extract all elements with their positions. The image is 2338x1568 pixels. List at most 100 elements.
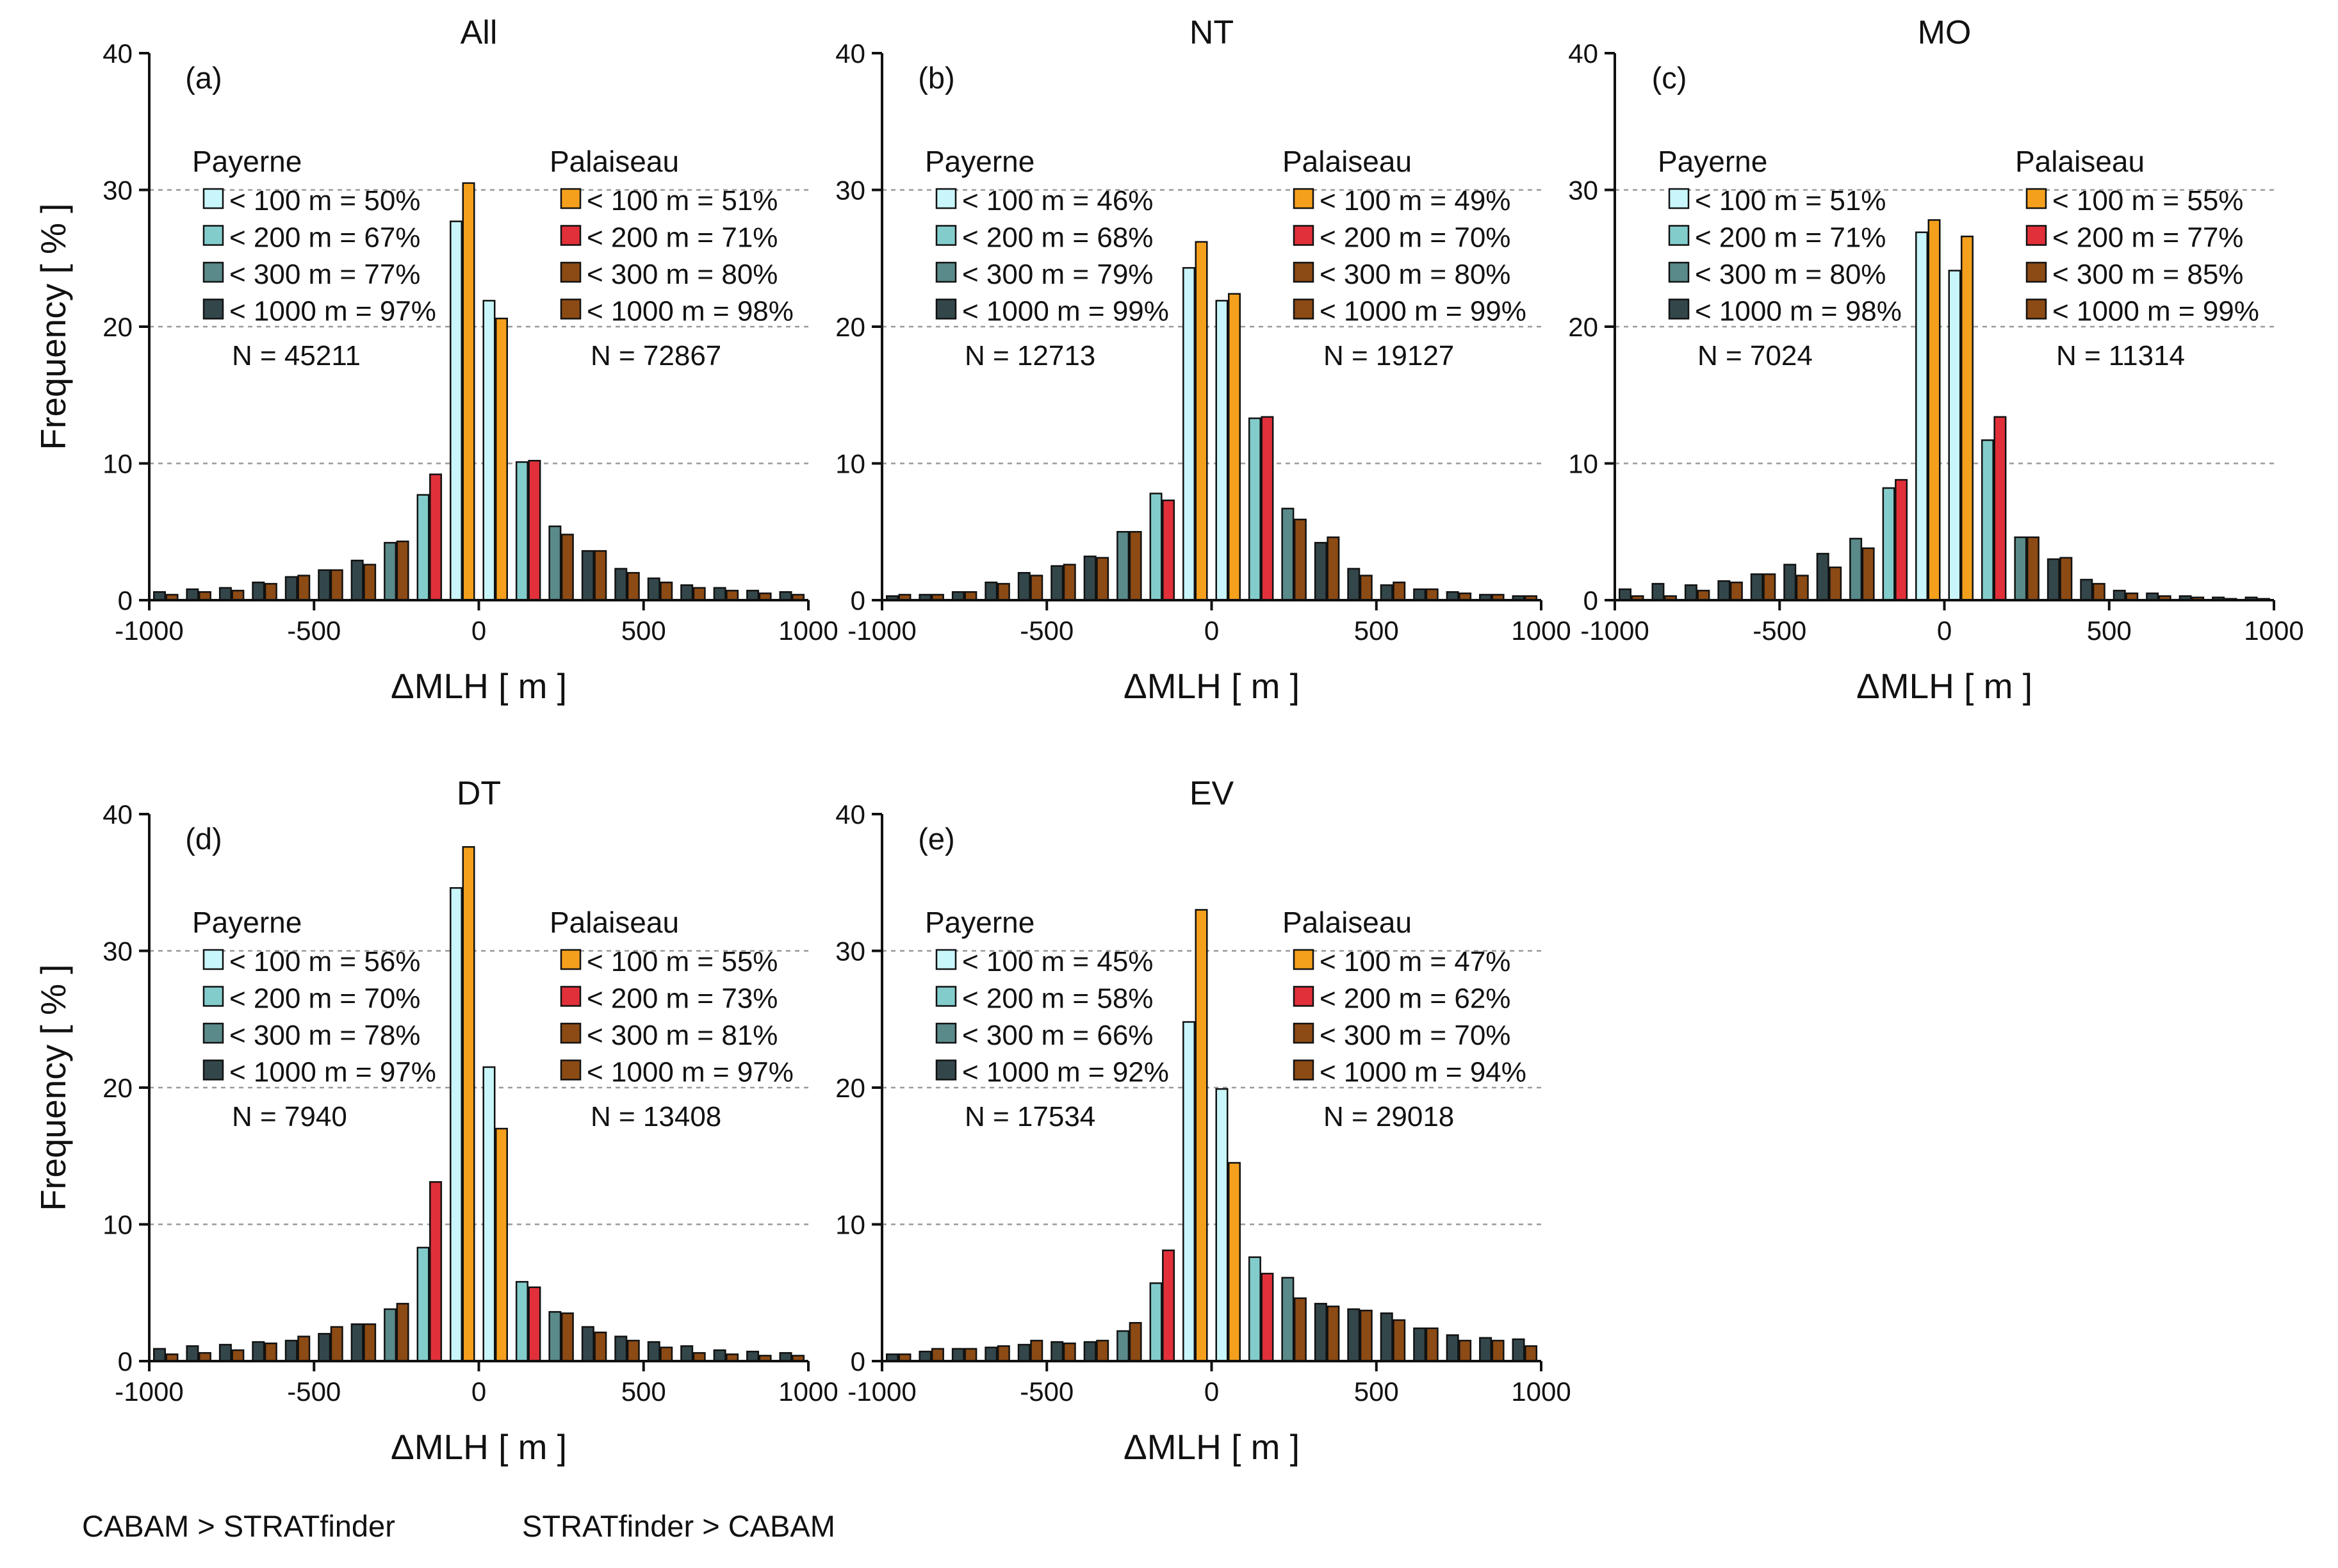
x-tick-label: 1000	[778, 1376, 838, 1407]
bar-palaiseau-6	[363, 564, 377, 601]
legend-entry-palaiseau-1: < 200 m = 70%	[1320, 222, 1510, 254]
legend-entry-palaiseau-3: < 1000 m = 99%	[1320, 296, 1526, 327]
x-tick-label: 0	[1937, 616, 1952, 646]
bar-palaiseau-17	[1459, 1339, 1472, 1362]
legend-swatch-palaiseau-2	[1293, 1022, 1314, 1044]
bar-palaiseau-8	[1162, 499, 1175, 601]
bar-payerne-11	[1248, 1256, 1261, 1362]
bar-palaiseau-10	[495, 1127, 508, 1362]
legend-swatch-payerne-3	[1668, 298, 1690, 320]
legend-count-palaiseau: N = 72867	[591, 340, 721, 372]
bar-payerne-18	[746, 1350, 760, 1362]
bar-palaiseau-8	[429, 473, 443, 601]
bar-payerne-6	[1083, 1341, 1097, 1362]
legend-swatch-palaiseau-0	[560, 949, 582, 970]
bar-palaiseau-7	[396, 540, 409, 601]
x-tick-label: -1000	[1580, 616, 1649, 646]
bar-payerne-7	[1116, 1330, 1130, 1362]
bar-payerne-15	[1380, 584, 1393, 601]
bar-palaiseau-10	[495, 317, 508, 601]
bar-payerne-8	[1149, 493, 1163, 601]
bar-palaiseau-4	[1030, 1339, 1043, 1362]
bar-palaiseau-17	[726, 589, 739, 601]
bar-palaiseau-8	[1895, 478, 1908, 601]
bar-palaiseau-11	[1261, 416, 1274, 601]
bar-payerne-16	[680, 584, 694, 601]
bar-payerne-12	[1281, 507, 1295, 601]
bar-payerne-2	[218, 587, 232, 601]
legend-count-payerne: N = 7940	[232, 1101, 347, 1132]
bar-palaiseau-10	[1227, 293, 1241, 601]
legend-swatch-palaiseau-1	[2025, 225, 2047, 246]
y-tick-label: 20	[102, 312, 133, 342]
x-tick-label: -500	[287, 1376, 341, 1407]
bar-payerne-11	[515, 1280, 528, 1362]
bar-palaiseau-14	[1359, 575, 1373, 601]
legend-count-palaiseau: N = 19127	[1323, 340, 1454, 372]
legend-entry-payerne-1: < 200 m = 67%	[229, 222, 420, 254]
y-tick-label: 40	[102, 799, 133, 829]
legend-swatch-palaiseau-2	[2025, 261, 2047, 283]
legend-swatch-palaiseau-1	[560, 986, 582, 1007]
y-tick-label: 0	[118, 585, 133, 616]
bar-payerne-4	[284, 576, 298, 601]
y-tick-label: 0	[851, 585, 865, 616]
legend-entry-payerne-3: < 1000 m = 98%	[1695, 296, 1902, 327]
bar-palaiseau-2	[1697, 589, 1710, 601]
bar-payerne-1	[919, 1350, 932, 1362]
y-tick-label: 0	[1583, 585, 1598, 616]
bar-payerne-14	[614, 568, 628, 601]
bar-payerne-8	[416, 494, 430, 601]
legend-title-palaiseau: Palaiseau	[1282, 145, 1412, 178]
bar-palaiseau-3	[997, 583, 1010, 601]
bar-payerne-2	[218, 1344, 232, 1362]
legend-title-payerne: Payerne	[925, 145, 1034, 178]
legend-title-palaiseau: Palaiseau	[550, 145, 679, 178]
bar-payerne-7	[384, 542, 397, 601]
bar-payerne-0	[1618, 588, 1631, 601]
bar-palaiseau-16	[1425, 1327, 1439, 1362]
y-tick-label: 10	[102, 1210, 133, 1240]
legend-title-payerne: Payerne	[192, 906, 302, 939]
x-tick-label: 0	[471, 1376, 486, 1407]
bar-palaiseau-11	[528, 1286, 541, 1362]
bar-palaiseau-15	[1393, 581, 1406, 601]
bar-palaiseau-12	[560, 1312, 574, 1362]
bar-palaiseau-4	[1763, 573, 1776, 601]
legend-swatch-payerne-0	[1668, 188, 1690, 209]
bar-payerne-16	[1413, 1327, 1427, 1362]
bar-palaiseau-4	[1030, 575, 1043, 601]
x-tick-label: -500	[1020, 616, 1074, 646]
chart-panel-nt: NT (b) 0 10 20 30 40 -1000 -500 0 500 1000 ΔMLH [ m …	[835, 14, 1571, 706]
bar-palaiseau-5	[1063, 1342, 1076, 1362]
legend-swatch-palaiseau-3	[2025, 298, 2047, 320]
legend-entry-palaiseau-0: < 100 m = 55%	[2052, 185, 2243, 216]
bar-payerne-15	[1380, 1312, 1393, 1362]
bar-palaiseau-3	[1729, 581, 1743, 601]
y-tick-label: 30	[102, 936, 133, 967]
legend-entry-palaiseau-3: < 1000 m = 98%	[587, 296, 794, 327]
bar-palaiseau-1	[931, 1348, 944, 1362]
bar-palaiseau-8	[429, 1181, 443, 1362]
legend-title-payerne: Payerne	[925, 906, 1034, 939]
bar-payerne-5	[1050, 1341, 1064, 1362]
x-tick-label: -1000	[847, 1376, 916, 1407]
legend-entry-palaiseau-1: < 200 m = 62%	[1320, 983, 1510, 1015]
legend-swatch-palaiseau-2	[560, 261, 582, 283]
legend-title-palaiseau: Palaiseau	[550, 906, 679, 939]
bar-payerne-11	[1981, 439, 1994, 601]
bar-payerne-8	[1149, 1282, 1163, 1362]
bar-palaiseau-9	[462, 182, 475, 601]
bar-palaiseau-15	[1393, 1319, 1406, 1362]
legend-entry-palaiseau-2: < 300 m = 80%	[1320, 259, 1510, 290]
bar-payerne-7	[384, 1308, 397, 1362]
chart-panel-dt: DT (d) 0 10 20 30 40 -1000 -500 0 500 1000 ΔMLH [ m …	[33, 775, 838, 1467]
bar-palaiseau-15	[660, 581, 673, 601]
legend-swatch-palaiseau-0	[2025, 188, 2047, 209]
bar-palaiseau-7	[1129, 531, 1142, 601]
bar-palaiseau-13	[594, 550, 607, 601]
bar-payerne-18	[746, 589, 760, 601]
legend-entry-payerne-2: < 300 m = 77%	[229, 259, 420, 290]
x-axis-label: ΔMLH [ m ]	[391, 666, 567, 706]
x-tick-label: 0	[1204, 1376, 1219, 1407]
